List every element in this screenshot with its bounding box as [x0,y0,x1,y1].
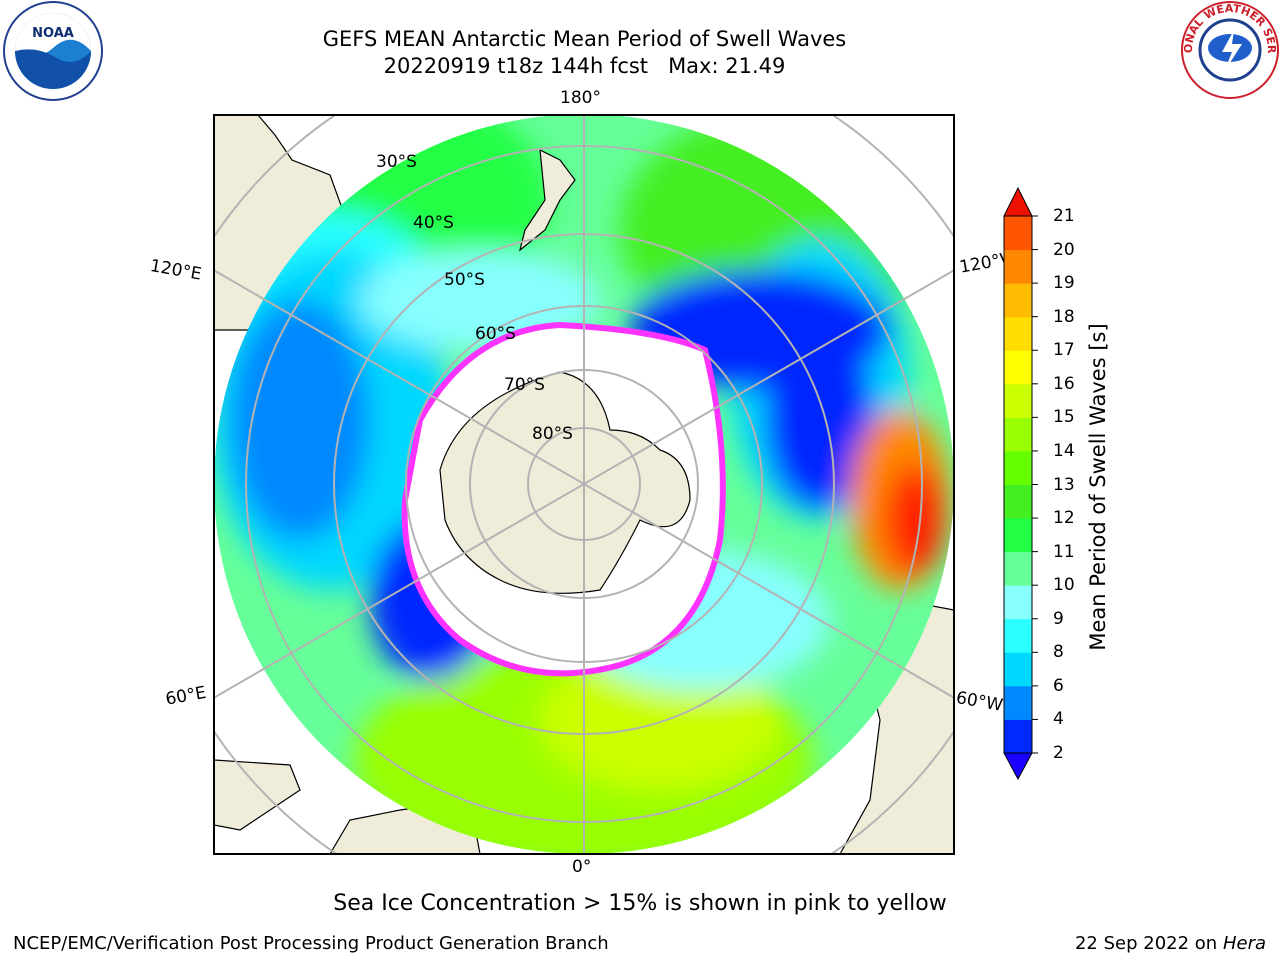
colorbar-segment [1004,216,1032,251]
colorbar-under-triangle [1003,752,1033,781]
colorbar-segment [1004,551,1032,586]
colorbar-tick-label: 2 [1053,743,1064,763]
colorbar-tick-label: 11 [1053,541,1075,562]
colorbar-tick-label: 17 [1053,340,1075,361]
machine-name: Hera [1222,933,1266,954]
lat-label-60s: 60°S [475,324,516,344]
colorbar-segment [1004,518,1032,553]
colorbar-segment [1004,249,1032,284]
lat-label-50s: 50°S [444,270,485,290]
new-zealand-land [518,148,576,252]
colorbar-tick-label: 21 [1053,206,1075,226]
madagascar-land [214,759,301,831]
colorbar-tick-label: 19 [1053,273,1075,294]
colorbar-tick-label: 9 [1053,608,1064,629]
colorbar-tick-label: 14 [1053,440,1075,461]
colorbar-segment [1004,283,1032,318]
nws-logo: NATIONAL WEATHER SERVICE [1180,0,1279,99]
chart-title: GEFS MEAN Antarctic Mean Period of Swell… [322,27,847,51]
colorbar-segment [1004,350,1032,385]
colorbar-segment [1004,316,1032,351]
credit-text: NCEP/EMC/Verification Post Processing Pr… [13,933,609,954]
lon-label-180: 180° [560,88,601,108]
colorbar-tick-label: 8 [1053,642,1064,663]
lat-label-40s: 40°S [413,213,454,233]
date-value: 22 Sep 2022 on [1074,933,1218,954]
chart-subtitle: 20220919 t18z 144h fcst Max: 21.49 [383,54,786,78]
colorbar-segment [1004,417,1032,452]
noaa-logo: NOAA [3,1,103,101]
colorbar-tick-label: 13 [1053,474,1075,495]
colorbar-tick-label: 4 [1053,709,1064,730]
colorbar-segment [1004,484,1032,519]
colorbar-segment [1004,618,1032,653]
colorbar-segment [1004,383,1032,418]
lon-label-0: 0° [572,857,592,877]
map-frame [213,114,955,855]
lat-label-70s: 70°S [504,375,545,395]
colorbar-tick-label: 12 [1053,508,1075,529]
colorbar-tick-label: 16 [1053,373,1075,394]
colorbar-tick-label: 15 [1053,407,1075,428]
colorbar-tick-label: 6 [1053,675,1064,696]
colorbar-segment [1004,450,1032,485]
colorbar-tick-label: 20 [1053,239,1075,260]
lat-label-30s: 30°S [376,152,417,172]
graticule [214,115,954,854]
lat-label-80s: 80°S [532,424,573,444]
colorbar-tick-label: 10 [1053,575,1075,596]
colorbar-label: Mean Period of Swell Waves [s] [1086,323,1110,651]
date-text: 22 Sep 2022 on Hera [1075,933,1266,954]
svg-text:NOAA: NOAA [32,26,74,41]
sea-ice-note: Sea Ice Concentration > 15% is shown in … [333,891,947,916]
colorbar-over-triangle [1003,186,1033,217]
colorbar-segment [1004,585,1032,620]
colorbar-segment [1004,652,1032,687]
colorbar-segment [1004,685,1032,720]
colorbar-segment [1004,719,1032,754]
colorbar-tick-label: 18 [1053,306,1075,327]
